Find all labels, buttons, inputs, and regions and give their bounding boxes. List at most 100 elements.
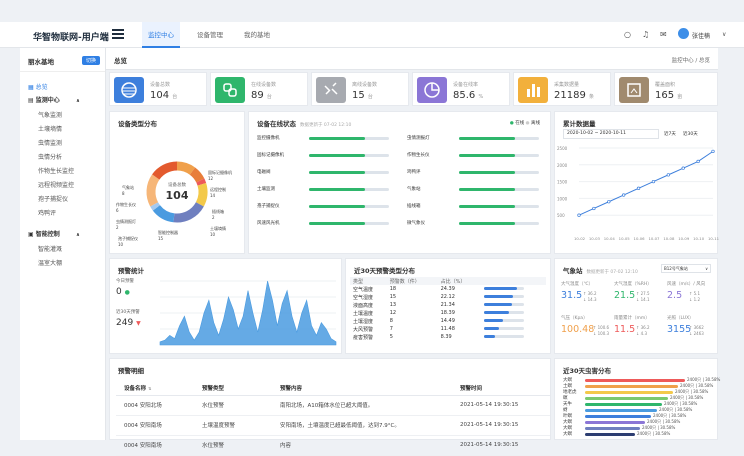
weather-label: 光照（LUX） [667,316,694,321]
pest-bar [585,378,685,382]
sidebar-item-crop-growth[interactable]: 作物生长监控 [38,168,75,175]
date-range-picker[interactable]: 2020-10-02 ~ 2020-10-11 [563,129,659,139]
status-track [459,222,539,225]
sidebar-item-irrigation[interactable]: 智能灌溉 [38,246,63,253]
weather-station-select[interactable]: B12号气象站 ∨ [661,264,711,273]
sidebar-item-pest-monitor[interactable]: 虫情监测 [38,140,63,147]
sidebar-item-soil[interactable]: 土壤墒情 [38,126,63,133]
pct-bar [484,295,514,298]
donut-label: 孢子捕捉仪 10 [118,236,138,247]
line-point [696,159,700,164]
layers-icon [114,77,144,103]
alarm-stats-panel: 预警统计 今日预警 0 ● 近30天预警 249 ▼ [109,258,342,354]
sidebar-item-poultry[interactable]: 鸡鸭评 [38,210,57,217]
count-cell: 5 [389,334,393,340]
status-track [309,222,389,225]
table-row[interactable]: 0004 安阳南场 水位预警 内容 2021-05-14 19:30:15 [116,435,550,456]
cell-type: 水位预警 [194,435,272,456]
pest-count: 2400只 | 30.58% [664,401,698,406]
status-online-fill [459,205,515,208]
search-icon[interactable]: ○ [624,30,631,39]
pest-count: 2400只 | 30.58% [687,377,721,382]
sidebar-item-overview[interactable]: ▦ 总览 [28,84,48,91]
avatar[interactable] [678,28,689,39]
range-7d-button[interactable]: 近7天 [664,132,676,137]
status-row: 气象站 [407,186,542,194]
status-online-fill [309,188,365,191]
pest-count: 2400只 | 30.58% [670,395,704,400]
x-tick-label: 10-07 [648,236,660,241]
area-map-icon [619,77,649,103]
donut-slice [173,201,204,223]
status-online-fill [459,222,515,225]
table-row: 大风预警 7 11.48 [350,325,546,333]
table-row[interactable]: 0004 安阳南场 土壤温度预警 安阳南场，土壤温度已超最低阈值，达到7.9°C。 2… [116,415,550,436]
type-cell: 疫害预警 [353,334,374,341]
collect-panel: 累计数据量 2020-10-02 ~ 2020-10-11 近7天 近30天 2… [554,111,719,254]
donut-slice [195,183,208,207]
col-header: 预警数（件） [386,277,438,285]
status-online-fill [309,154,365,157]
cell-time: 2021-05-14 19:30:15 [452,415,550,436]
weather-min: ↓ 14.3 [583,297,597,302]
panel-title: 设备在线状态 数据更新于 07-02 12:10 [257,120,352,128]
status-device-name: 风速风光机 [257,221,280,226]
menu-toggle-icon[interactable] [112,29,124,39]
tab-my-base[interactable]: 我的基地 [244,31,270,39]
cell-device: 0004 安阳北场 [116,395,194,416]
sidebar-item-monitoring[interactable]: ▤ 监测中心 ∧ [28,97,80,104]
status-legend: ● 在线 ● 离线 [509,121,540,126]
weather-label: 大气温度（℃） [561,282,594,287]
user-name[interactable]: 张佳楠 [692,33,711,40]
sidebar-item-remote-video[interactable]: 远程视频监控 [38,182,75,189]
table-row[interactable]: 0004 安阳北场 水位预警 南阳北场，A10箱体水位已超大阈值。 2021-05-1… [116,395,550,416]
status-row: 插线箱 [407,203,542,211]
pest-name: 大螟 [563,426,572,431]
chevron-down-icon[interactable]: ∨ [722,31,727,38]
donut-center-label: 设备总数 [168,183,186,188]
sidebar-item-pest-analysis[interactable]: 虫情分析 [38,154,63,161]
col-header[interactable]: 设备名称 ⇅ [116,381,194,396]
sidebar-item-smart-control[interactable]: ▣ 智能控制 ∧ [28,231,80,238]
kpi-card: 覆盖面积 165 亩 [614,72,718,106]
pest-count: 2400只 | 30.58% [680,383,714,388]
weather-value: 31.5 [561,290,583,301]
base-name: 丽水基地 [28,58,54,66]
bell-icon[interactable]: ♫ [642,30,650,39]
kpi-value: 85.6 % [453,90,484,101]
status-online-fill [309,205,365,208]
donut-label: 固标记摄像机 12 [208,170,232,181]
status-row: 作物生长仪 [407,152,542,160]
donut-label: 虫情测报灯 2 [116,219,136,230]
status-online-fill [459,154,515,157]
tab-device-management[interactable]: 设备管理 [197,31,223,39]
donut-slice [196,178,207,186]
cell-type: 土壤温度预警 [194,415,272,436]
pct-track [484,303,525,306]
kpi-value: 104 台 [150,90,178,101]
status-online-fill [309,222,365,225]
status-track [309,171,389,174]
sidebar-item-greenhouse[interactable]: 温室大棚 [38,260,63,267]
pct-cell: 18.39 [440,310,455,316]
status-online-fill [459,171,515,174]
status-row: 虫情测报灯 [407,135,542,143]
cell-content: 南阳北场，A10箱体水位已超大阈值。 [272,395,452,416]
status-device-name: 微气象仪 [407,221,425,226]
pct-track [484,319,525,322]
status-row: 固标记摄像机 [257,152,392,160]
sidebar-item-spore[interactable]: 孢子捕捉仪 [38,196,69,203]
type-cell: 土壤湿度 [353,318,374,325]
sidebar-item-weather[interactable]: 气象监测 [38,112,63,119]
col-header: 类型 [350,277,387,285]
message-icon[interactable]: ✉ [660,30,667,39]
top-bar: 华智物联网-用户端 监控中心 设备管理 我的基地 ○ ♫ ✉ 张佳楠 ∨ [0,22,744,48]
switch-base-button[interactable]: 切换 [82,56,101,65]
status-track [459,188,539,191]
donut-slice [176,161,196,175]
pest-bar [585,426,640,430]
table-row: 空气湿度 15 22.12 [350,293,546,301]
kpi-label: 设备在线率 [453,82,479,88]
range-30d-button[interactable]: 近30天 [683,132,698,137]
tab-monitor-center[interactable]: 监控中心 [142,22,180,48]
